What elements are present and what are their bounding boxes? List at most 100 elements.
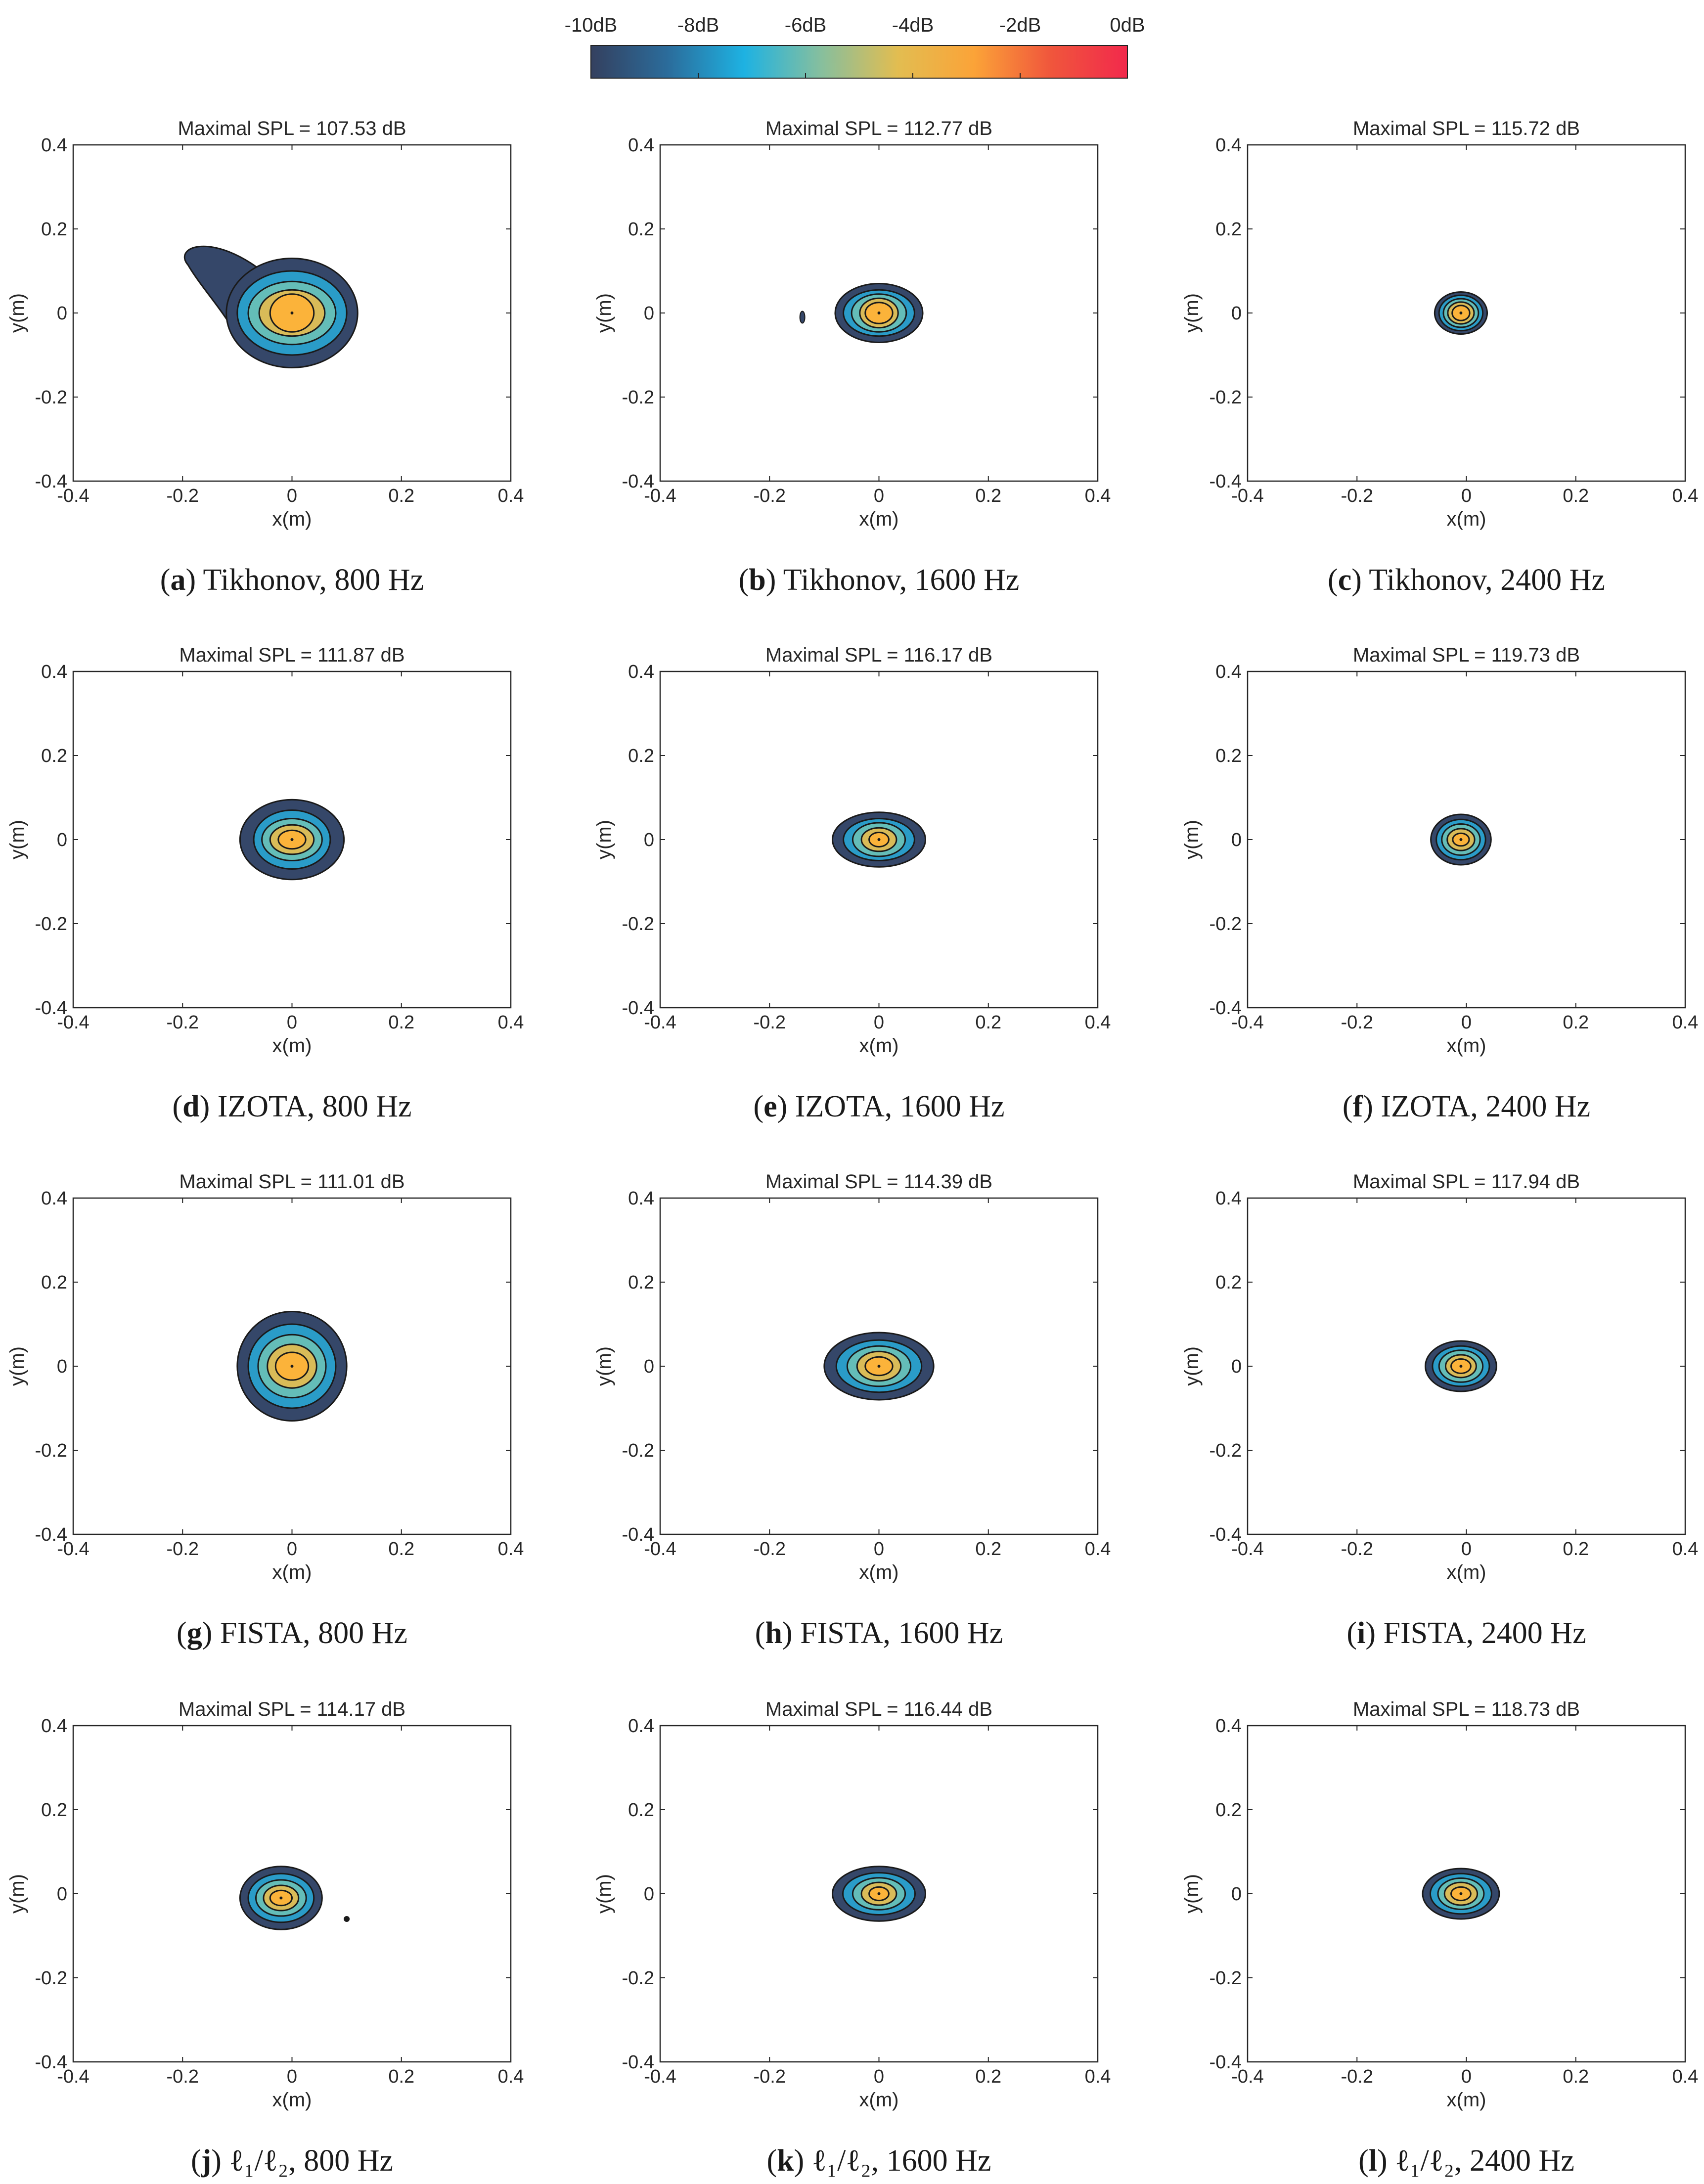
panel-caption: (g) FISTA, 800 Hz <box>177 1616 407 1650</box>
x-axis-label: x(m) <box>1447 1561 1486 1583</box>
y-tick-label: -0.2 <box>1210 914 1242 935</box>
y-tick-label: 0.2 <box>628 1800 654 1821</box>
caption-letter: l <box>1369 2144 1377 2178</box>
x-tick-label: 0 <box>874 2066 884 2087</box>
x-tick-label: 0.4 <box>498 1539 524 1560</box>
panel-c: -0.4 -0.2 0 0.2 0.4 -0.4 -0.2 0 0.2 0.4 Maximal SP… <box>1181 118 1698 597</box>
caption-letter: h <box>765 1616 782 1650</box>
panel-e: -0.4 -0.2 0 0.2 0.4 -0.4 -0.2 0 0.2 0.4 Maximal SP… <box>593 644 1111 1123</box>
y-tick-label: 0 <box>1231 1884 1242 1905</box>
y-tick-label: 0.4 <box>1215 135 1242 156</box>
caption-text: Tikhonov, 2400 Hz <box>1362 563 1605 597</box>
y-tick-label: 0.4 <box>41 1716 67 1737</box>
x-tick-label: 0.4 <box>1672 1539 1699 1560</box>
y-tick-label: 0.4 <box>628 1716 654 1737</box>
x-tick-label: -0.4 <box>1231 486 1263 506</box>
x-tick-label: -0.4 <box>1231 1539 1263 1560</box>
y-axis-label: y(m) <box>593 820 615 859</box>
caption-text: Tikhonov, 1600 Hz <box>776 563 1019 597</box>
y-tick-label: -0.4 <box>1210 471 1242 492</box>
caption-text: IZOTA, 1600 Hz <box>787 1090 1004 1123</box>
caption-text: IZOTA, 800 Hz <box>210 1090 411 1123</box>
x-axis-label: x(m) <box>1447 2089 1486 2111</box>
y-axis-label: y(m) <box>593 1346 615 1386</box>
peak-marker <box>877 838 881 841</box>
caption-letter: g <box>187 1616 202 1650</box>
colorbar-tick-label: -8dB <box>677 14 719 36</box>
y-tick-label: 0.2 <box>628 219 654 240</box>
caption-text: FISTA, 800 Hz <box>212 1616 407 1650</box>
panel-f: -0.4 -0.2 0 0.2 0.4 -0.4 -0.2 0 0.2 0.4 Maximal SP… <box>1181 644 1698 1123</box>
x-tick-label: -0.2 <box>754 1012 786 1033</box>
y-tick-label: -0.2 <box>35 387 67 408</box>
caption-letter: i <box>1357 1616 1365 1650</box>
x-tick-label: 0.4 <box>498 2066 524 2087</box>
y-axis-label: y(m) <box>593 293 615 333</box>
x-tick-label: -0.4 <box>1231 2066 1263 2087</box>
panel-caption: (b) Tikhonov, 1600 Hz <box>739 563 1020 597</box>
y-tick-label: 0 <box>644 1356 654 1377</box>
y-tick-label: -0.2 <box>622 1440 654 1461</box>
panel-title: Maximal SPL = 119.73 dB <box>1353 644 1580 666</box>
peak-marker <box>290 838 294 841</box>
panel-title: Maximal SPL = 117.94 dB <box>1353 1171 1580 1193</box>
x-axis-label: x(m) <box>272 2089 312 2111</box>
caption-letter: j <box>201 2144 212 2178</box>
caption-letter: a <box>170 563 185 597</box>
colorbar-gradient <box>590 45 1128 79</box>
panel-title: Maximal SPL = 114.39 dB <box>765 1171 992 1193</box>
x-tick-label: -0.2 <box>167 1012 199 1033</box>
x-tick-label: -0.2 <box>167 1539 199 1560</box>
peak-marker <box>279 1896 283 1900</box>
x-tick-label: 0.4 <box>1672 486 1699 506</box>
panel-a: -0.4 -0.2 0 0.2 0.4 -0.4 -0.2 0 0.2 0.4 Maximal SP… <box>6 118 524 597</box>
y-tick-label: -0.4 <box>35 998 67 1019</box>
x-tick-label: -0.2 <box>1341 1539 1373 1560</box>
x-axis-label: x(m) <box>272 1035 312 1057</box>
y-tick-label: 0 <box>57 1884 67 1905</box>
caption-letter: e <box>763 1090 777 1123</box>
y-axis-label: y(m) <box>6 293 28 333</box>
y-tick-label: -0.2 <box>35 1968 67 1989</box>
y-tick-label: 0.4 <box>1215 1188 1242 1209</box>
colorbar-tick-label: -4dB <box>892 14 934 36</box>
x-tick-label: 0.2 <box>1563 486 1589 506</box>
x-tick-label: 0.2 <box>975 486 1001 506</box>
x-tick-label: 0.2 <box>388 2066 414 2087</box>
y-tick-label: 0 <box>644 303 654 324</box>
y-tick-label: -0.2 <box>622 914 654 935</box>
x-axis-label: x(m) <box>272 508 312 530</box>
panel-title: Maximal SPL = 111.87 dB <box>179 644 404 666</box>
y-tick-label: 0.4 <box>41 662 67 682</box>
y-axis-label: y(m) <box>1181 1346 1203 1386</box>
x-tick-label: 0.2 <box>388 1539 414 1560</box>
y-tick-label: -0.2 <box>622 1968 654 1989</box>
panel-title: Maximal SPL = 116.44 dB <box>765 1698 992 1720</box>
x-axis-label: x(m) <box>859 1561 899 1583</box>
peak-marker <box>290 312 294 314</box>
y-tick-label: 0.2 <box>41 219 67 240</box>
x-tick-label: 0 <box>287 486 297 506</box>
x-tick-label: 0 <box>1461 486 1472 506</box>
y-tick-label: 0.2 <box>1215 1272 1242 1293</box>
panel-title: Maximal SPL = 107.53 dB <box>178 118 406 139</box>
x-axis-label: x(m) <box>1447 508 1486 530</box>
x-axis-label: x(m) <box>859 1035 899 1057</box>
x-tick-label: 0 <box>1461 1539 1472 1560</box>
x-axis-label: x(m) <box>272 1561 312 1583</box>
colorbar: -10dB -8dB -6dB -4dB -2dB 0dB <box>565 14 1145 79</box>
artifact-speck <box>344 1916 350 1922</box>
panel-h: -0.4 -0.2 0 0.2 0.4 -0.4 -0.2 0 0.2 0.4 Maximal SP… <box>593 1171 1111 1650</box>
y-tick-label: 0.2 <box>1215 746 1242 766</box>
y-tick-label: 0.4 <box>628 662 654 682</box>
panel-g: -0.4 -0.2 0 0.2 0.4 -0.4 -0.2 0 0.2 0.4 Maximal SP… <box>6 1171 524 1650</box>
caption-letter: c <box>1338 563 1352 597</box>
x-tick-label: 0 <box>287 1012 297 1033</box>
y-tick-label: 0.4 <box>41 135 67 156</box>
panel-caption: (e) IZOTA, 1600 Hz <box>753 1090 1004 1123</box>
y-axis-label: y(m) <box>1181 1874 1203 1914</box>
y-tick-label: -0.4 <box>35 1524 67 1545</box>
x-tick-label: -0.4 <box>1231 1012 1263 1033</box>
y-tick-label: -0.4 <box>35 2052 67 2073</box>
panel-caption: (h) FISTA, 1600 Hz <box>755 1616 1003 1650</box>
